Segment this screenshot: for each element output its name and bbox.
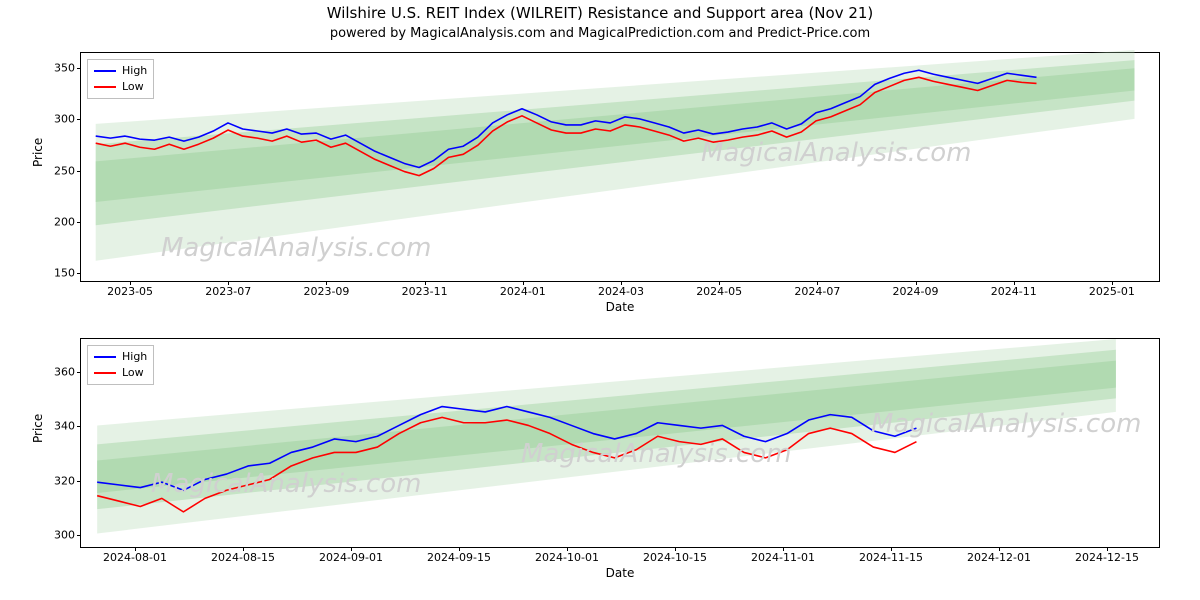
legend-label-low: Low xyxy=(122,365,144,381)
chart-subtitle: powered by MagicalAnalysis.com and Magic… xyxy=(0,26,1200,41)
xtick-label: 2023-05 xyxy=(107,285,153,298)
legend-swatch-low xyxy=(94,372,116,374)
top-ylabel: Price xyxy=(31,138,45,167)
legend-item-high: High xyxy=(94,349,147,365)
top-xlabel: Date xyxy=(80,300,1160,314)
legend-top: High Low xyxy=(87,59,154,99)
xtick-label: 2024-03 xyxy=(598,285,644,298)
ytick-label: 300 xyxy=(54,529,75,542)
chart-title: Wilshire U.S. REIT Index (WILREIT) Resis… xyxy=(0,4,1200,22)
top-chart: High Low MagicalAnalysis.com MagicalAnal… xyxy=(80,52,1160,282)
legend-item-high: High xyxy=(94,63,147,79)
bottom-chart: High Low MagicalAnalysis.com MagicalAnal… xyxy=(80,338,1160,548)
xtick-label: 2024-08-15 xyxy=(211,551,275,564)
xtick-label: 2024-12-15 xyxy=(1075,551,1139,564)
ytick-label: 250 xyxy=(54,164,75,177)
bottom-ylabel: Price xyxy=(31,414,45,443)
ytick-label: 350 xyxy=(54,62,75,75)
xtick-label: 2024-10-15 xyxy=(643,551,707,564)
legend-swatch-high xyxy=(94,356,116,358)
legend-swatch-low xyxy=(94,86,116,88)
xtick-label: 2024-05 xyxy=(696,285,742,298)
ytick-label: 300 xyxy=(54,113,75,126)
legend-label-high: High xyxy=(122,349,147,365)
legend-item-low: Low xyxy=(94,365,147,381)
xtick-label: 2024-11-15 xyxy=(859,551,923,564)
legend-bottom: High Low xyxy=(87,345,154,385)
xtick-label: 2024-09-15 xyxy=(427,551,491,564)
xtick-label: 2023-11 xyxy=(402,285,448,298)
xtick-label: 2024-01 xyxy=(500,285,546,298)
xtick-label: 2024-12-01 xyxy=(967,551,1031,564)
legend-label-high: High xyxy=(122,63,147,79)
xtick-label: 2023-07 xyxy=(205,285,251,298)
legend-swatch-high xyxy=(94,70,116,72)
xtick-label: 2024-10-01 xyxy=(535,551,599,564)
ytick-label: 360 xyxy=(54,365,75,378)
bottom-xlabel: Date xyxy=(80,566,1160,580)
xtick-label: 2025-01 xyxy=(1089,285,1135,298)
ytick-label: 340 xyxy=(54,420,75,433)
xtick-label: 2023-09 xyxy=(303,285,349,298)
ytick-label: 150 xyxy=(54,266,75,279)
xtick-label: 2024-07 xyxy=(794,285,840,298)
xtick-label: 2024-11-01 xyxy=(751,551,815,564)
legend-item-low: Low xyxy=(94,79,147,95)
xtick-label: 2024-08-01 xyxy=(103,551,167,564)
xtick-label: 2024-11 xyxy=(991,285,1037,298)
figure: Wilshire U.S. REIT Index (WILREIT) Resis… xyxy=(0,0,1200,600)
legend-label-low: Low xyxy=(122,79,144,95)
ytick-label: 320 xyxy=(54,474,75,487)
xtick-label: 2024-09-01 xyxy=(319,551,383,564)
ytick-label: 200 xyxy=(54,215,75,228)
xtick-label: 2024-09 xyxy=(893,285,939,298)
